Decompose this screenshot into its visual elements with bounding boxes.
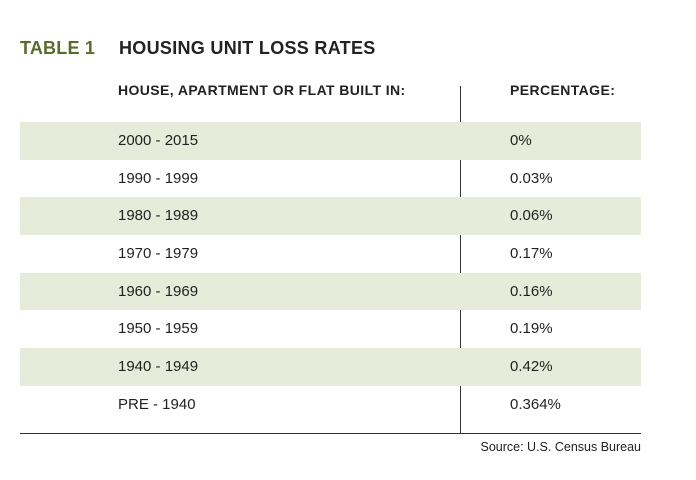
percentage-cell: 0.364% <box>510 395 561 413</box>
table-row: 1970 - 1979 0.17% <box>20 235 641 273</box>
table-row: PRE - 1940 0.364% <box>20 386 641 424</box>
built-in-cell: 1970 - 1979 <box>118 245 199 263</box>
table-bottom-rule <box>20 433 641 434</box>
percentage-cell: 0.19% <box>510 320 553 338</box>
table-body: 2000 - 2015 0% 1990 - 1999 0.03% 1980 - … <box>20 122 641 424</box>
built-in-cell: 1990 - 1999 <box>118 169 199 187</box>
column-header-percentage: PERCENTAGE: <box>510 82 616 98</box>
built-in-cell: 2000 - 2015 <box>118 132 199 149</box>
percentage-cell: 0% <box>510 132 532 149</box>
column-divider <box>460 86 461 433</box>
percentage-cell: 0.16% <box>510 282 553 300</box>
table-row: 1980 - 1989 0.06% <box>20 197 641 236</box>
built-in-cell: 1980 - 1989 <box>118 207 199 225</box>
built-in-cell: 1940 - 1949 <box>118 358 199 376</box>
table-title: HOUSING UNIT LOSS RATES <box>119 38 376 58</box>
table-row: 2000 - 2015 0% <box>20 122 641 160</box>
column-header-built-in: HOUSE, APARTMENT OR FLAT BUILT IN: <box>118 82 406 98</box>
table-row: 1940 - 1949 0.42% <box>20 348 641 386</box>
built-in-cell: 1960 - 1969 <box>118 282 199 300</box>
table-row: 1950 - 1959 0.19% <box>20 310 641 348</box>
table-row: 1990 - 1999 0.03% <box>20 160 641 198</box>
percentage-cell: 0.42% <box>510 358 553 376</box>
table-number-label: TABLE 1 <box>20 38 96 58</box>
built-in-cell: 1950 - 1959 <box>118 320 199 338</box>
percentage-cell: 0.06% <box>510 207 553 225</box>
source-note: Source: U.S. Census Bureau <box>480 440 642 454</box>
percentage-cell: 0.03% <box>510 169 553 187</box>
table-row: 1960 - 1969 0.16% <box>20 272 641 311</box>
built-in-cell: PRE - 1940 <box>118 395 196 413</box>
percentage-cell: 0.17% <box>510 245 553 263</box>
